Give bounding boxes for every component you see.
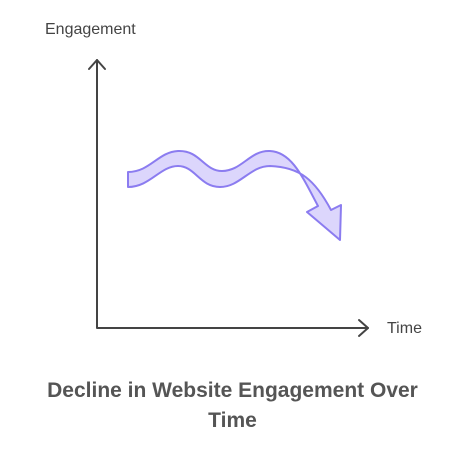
x-axis-label: Time xyxy=(387,320,422,337)
title: Decline in Website Engagement Over Time xyxy=(47,379,418,432)
decline-arrow xyxy=(127,149,342,241)
y-axis-label: Engagement xyxy=(45,21,136,38)
axes xyxy=(96,59,369,329)
x-arrowhead xyxy=(358,319,369,337)
y-arrowhead xyxy=(88,59,106,70)
diagram: Engagement Time xyxy=(45,21,422,337)
